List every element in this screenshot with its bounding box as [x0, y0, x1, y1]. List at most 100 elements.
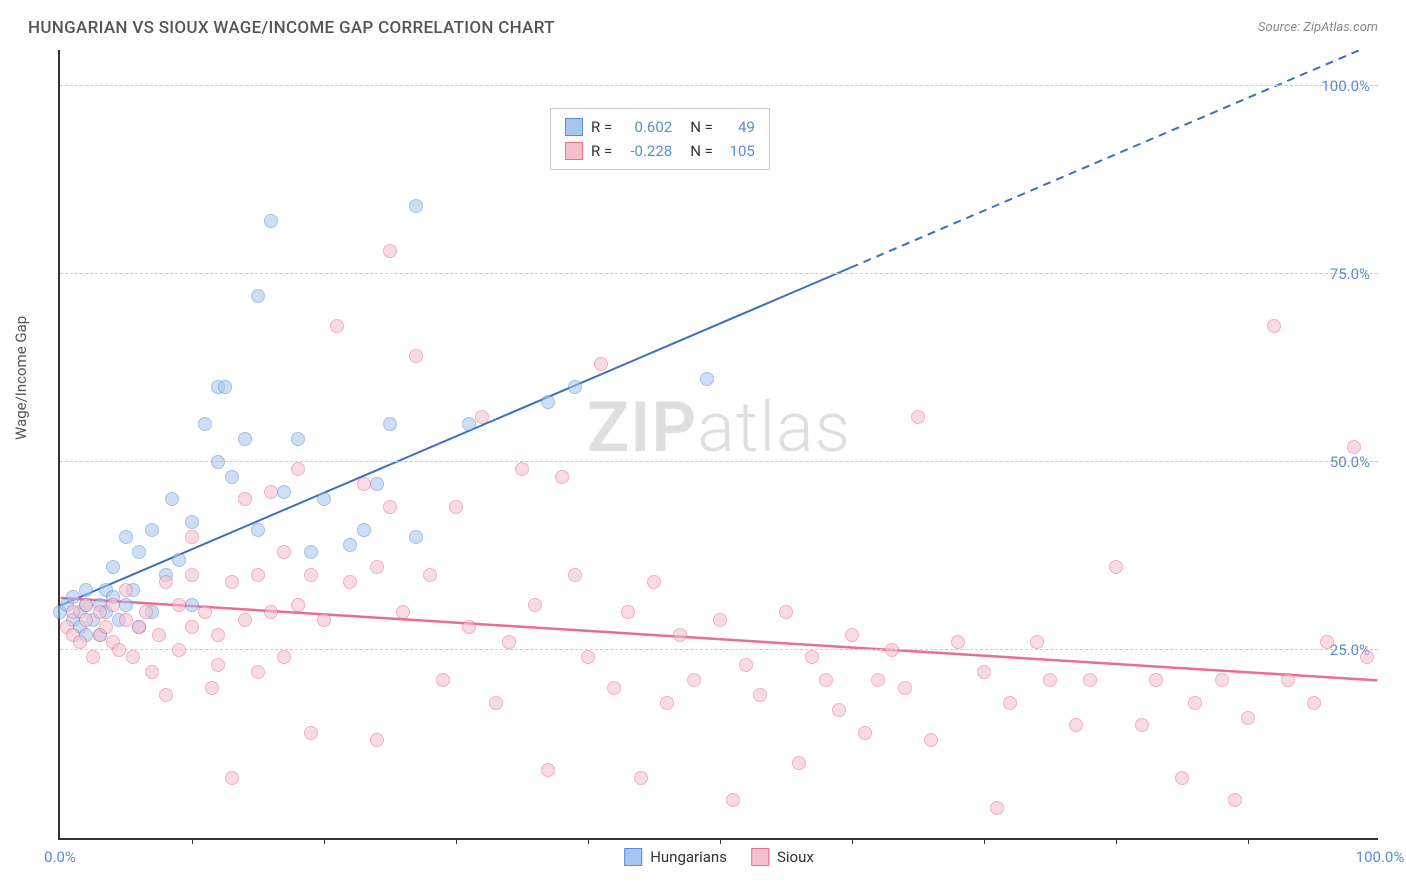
- x-tick: [1248, 838, 1249, 844]
- legend-row: R =0.602N =49: [565, 115, 755, 139]
- scatter-point: [673, 628, 687, 642]
- scatter-point: [277, 545, 291, 559]
- scatter-point: [1109, 560, 1123, 574]
- scatter-point: [541, 395, 555, 409]
- bottom-legend-item: Hungarians: [624, 848, 727, 866]
- scatter-point: [66, 590, 80, 604]
- scatter-point: [304, 568, 318, 582]
- scatter-point: [858, 726, 872, 740]
- gridline: [60, 85, 1378, 86]
- scatter-point: [185, 620, 199, 634]
- scatter-point: [238, 492, 252, 506]
- scatter-point: [317, 613, 331, 627]
- scatter-point: [779, 605, 793, 619]
- scatter-point: [145, 665, 159, 679]
- scatter-point: [1241, 711, 1255, 725]
- scatter-point: [159, 688, 173, 702]
- scatter-point: [185, 530, 199, 544]
- legend-r-value: 0.602: [620, 115, 672, 139]
- scatter-point: [1030, 635, 1044, 649]
- scatter-point: [357, 477, 371, 491]
- scatter-point: [423, 568, 437, 582]
- scatter-point: [1135, 718, 1149, 732]
- legend-n-value: 49: [721, 115, 755, 139]
- scatter-point: [726, 793, 740, 807]
- scatter-point: [152, 628, 166, 642]
- scatter-point: [871, 673, 885, 687]
- chart-title: HUNGARIAN VS SIOUX WAGE/INCOME GAP CORRE…: [28, 18, 555, 38]
- scatter-point: [172, 643, 186, 657]
- legend-n-value: 105: [721, 139, 755, 163]
- gridline: [60, 273, 1378, 274]
- legend-swatch: [751, 848, 769, 866]
- y-tick-label: 50.0%: [1330, 453, 1370, 471]
- scatter-point: [185, 598, 199, 612]
- scatter-point: [330, 319, 344, 333]
- scatter-point: [343, 575, 357, 589]
- scatter-point: [475, 410, 489, 424]
- gridline: [60, 649, 1378, 650]
- scatter-point: [568, 568, 582, 582]
- scatter-point: [251, 568, 265, 582]
- scatter-point: [73, 635, 87, 649]
- legend-swatch: [624, 848, 642, 866]
- scatter-point: [218, 380, 232, 394]
- scatter-point: [139, 605, 153, 619]
- y-axis-title: Wage/Income Gap: [12, 316, 30, 440]
- legend-r-label: R =: [591, 139, 612, 163]
- scatter-point: [634, 771, 648, 785]
- scatter-point: [1003, 696, 1017, 710]
- scatter-point: [687, 673, 701, 687]
- scatter-point: [291, 598, 305, 612]
- scatter-point: [106, 560, 120, 574]
- scatter-point: [449, 500, 463, 514]
- x-tick: [588, 838, 589, 844]
- scatter-point: [898, 681, 912, 695]
- bottom-legend: Hungarians Sioux: [624, 848, 814, 866]
- plot-area: ZIPatlas R =0.602N =49R =-0.228N =105 Hu…: [58, 50, 1378, 840]
- scatter-point: [211, 628, 225, 642]
- scatter-point: [845, 628, 859, 642]
- scatter-point: [304, 545, 318, 559]
- scatter-point: [819, 673, 833, 687]
- scatter-point: [396, 605, 410, 619]
- scatter-point: [264, 605, 278, 619]
- scatter-point: [238, 432, 252, 446]
- legend-swatch: [565, 142, 583, 160]
- scatter-point: [1228, 793, 1242, 807]
- scatter-point: [832, 703, 846, 717]
- scatter-point: [1320, 635, 1334, 649]
- scatter-point: [86, 650, 100, 664]
- scatter-point: [225, 470, 239, 484]
- scatter-point: [1175, 771, 1189, 785]
- scatter-point: [172, 553, 186, 567]
- scatter-point: [805, 650, 819, 664]
- legend-n-label: N =: [690, 139, 713, 163]
- x-tick: [456, 838, 457, 844]
- scatter-point: [79, 613, 93, 627]
- scatter-point: [713, 613, 727, 627]
- scatter-point: [1188, 696, 1202, 710]
- scatter-point: [1149, 673, 1163, 687]
- scatter-point: [515, 462, 529, 476]
- x-tick: [324, 838, 325, 844]
- scatter-point: [343, 538, 357, 552]
- scatter-point: [977, 665, 991, 679]
- bottom-legend-item: Sioux: [751, 848, 814, 866]
- scatter-point: [885, 643, 899, 657]
- x-tick-label: 100.0%: [1356, 848, 1405, 866]
- scatter-point: [79, 583, 93, 597]
- scatter-point: [370, 733, 384, 747]
- legend-swatch: [565, 118, 583, 136]
- scatter-point: [317, 492, 331, 506]
- scatter-point: [291, 462, 305, 476]
- scatter-point: [792, 756, 806, 770]
- scatter-point: [607, 681, 621, 695]
- scatter-point: [383, 500, 397, 514]
- scatter-point: [1215, 673, 1229, 687]
- scatter-point: [198, 417, 212, 431]
- scatter-point: [198, 605, 212, 619]
- scatter-point: [924, 733, 938, 747]
- scatter-point: [660, 696, 674, 710]
- scatter-point: [132, 545, 146, 559]
